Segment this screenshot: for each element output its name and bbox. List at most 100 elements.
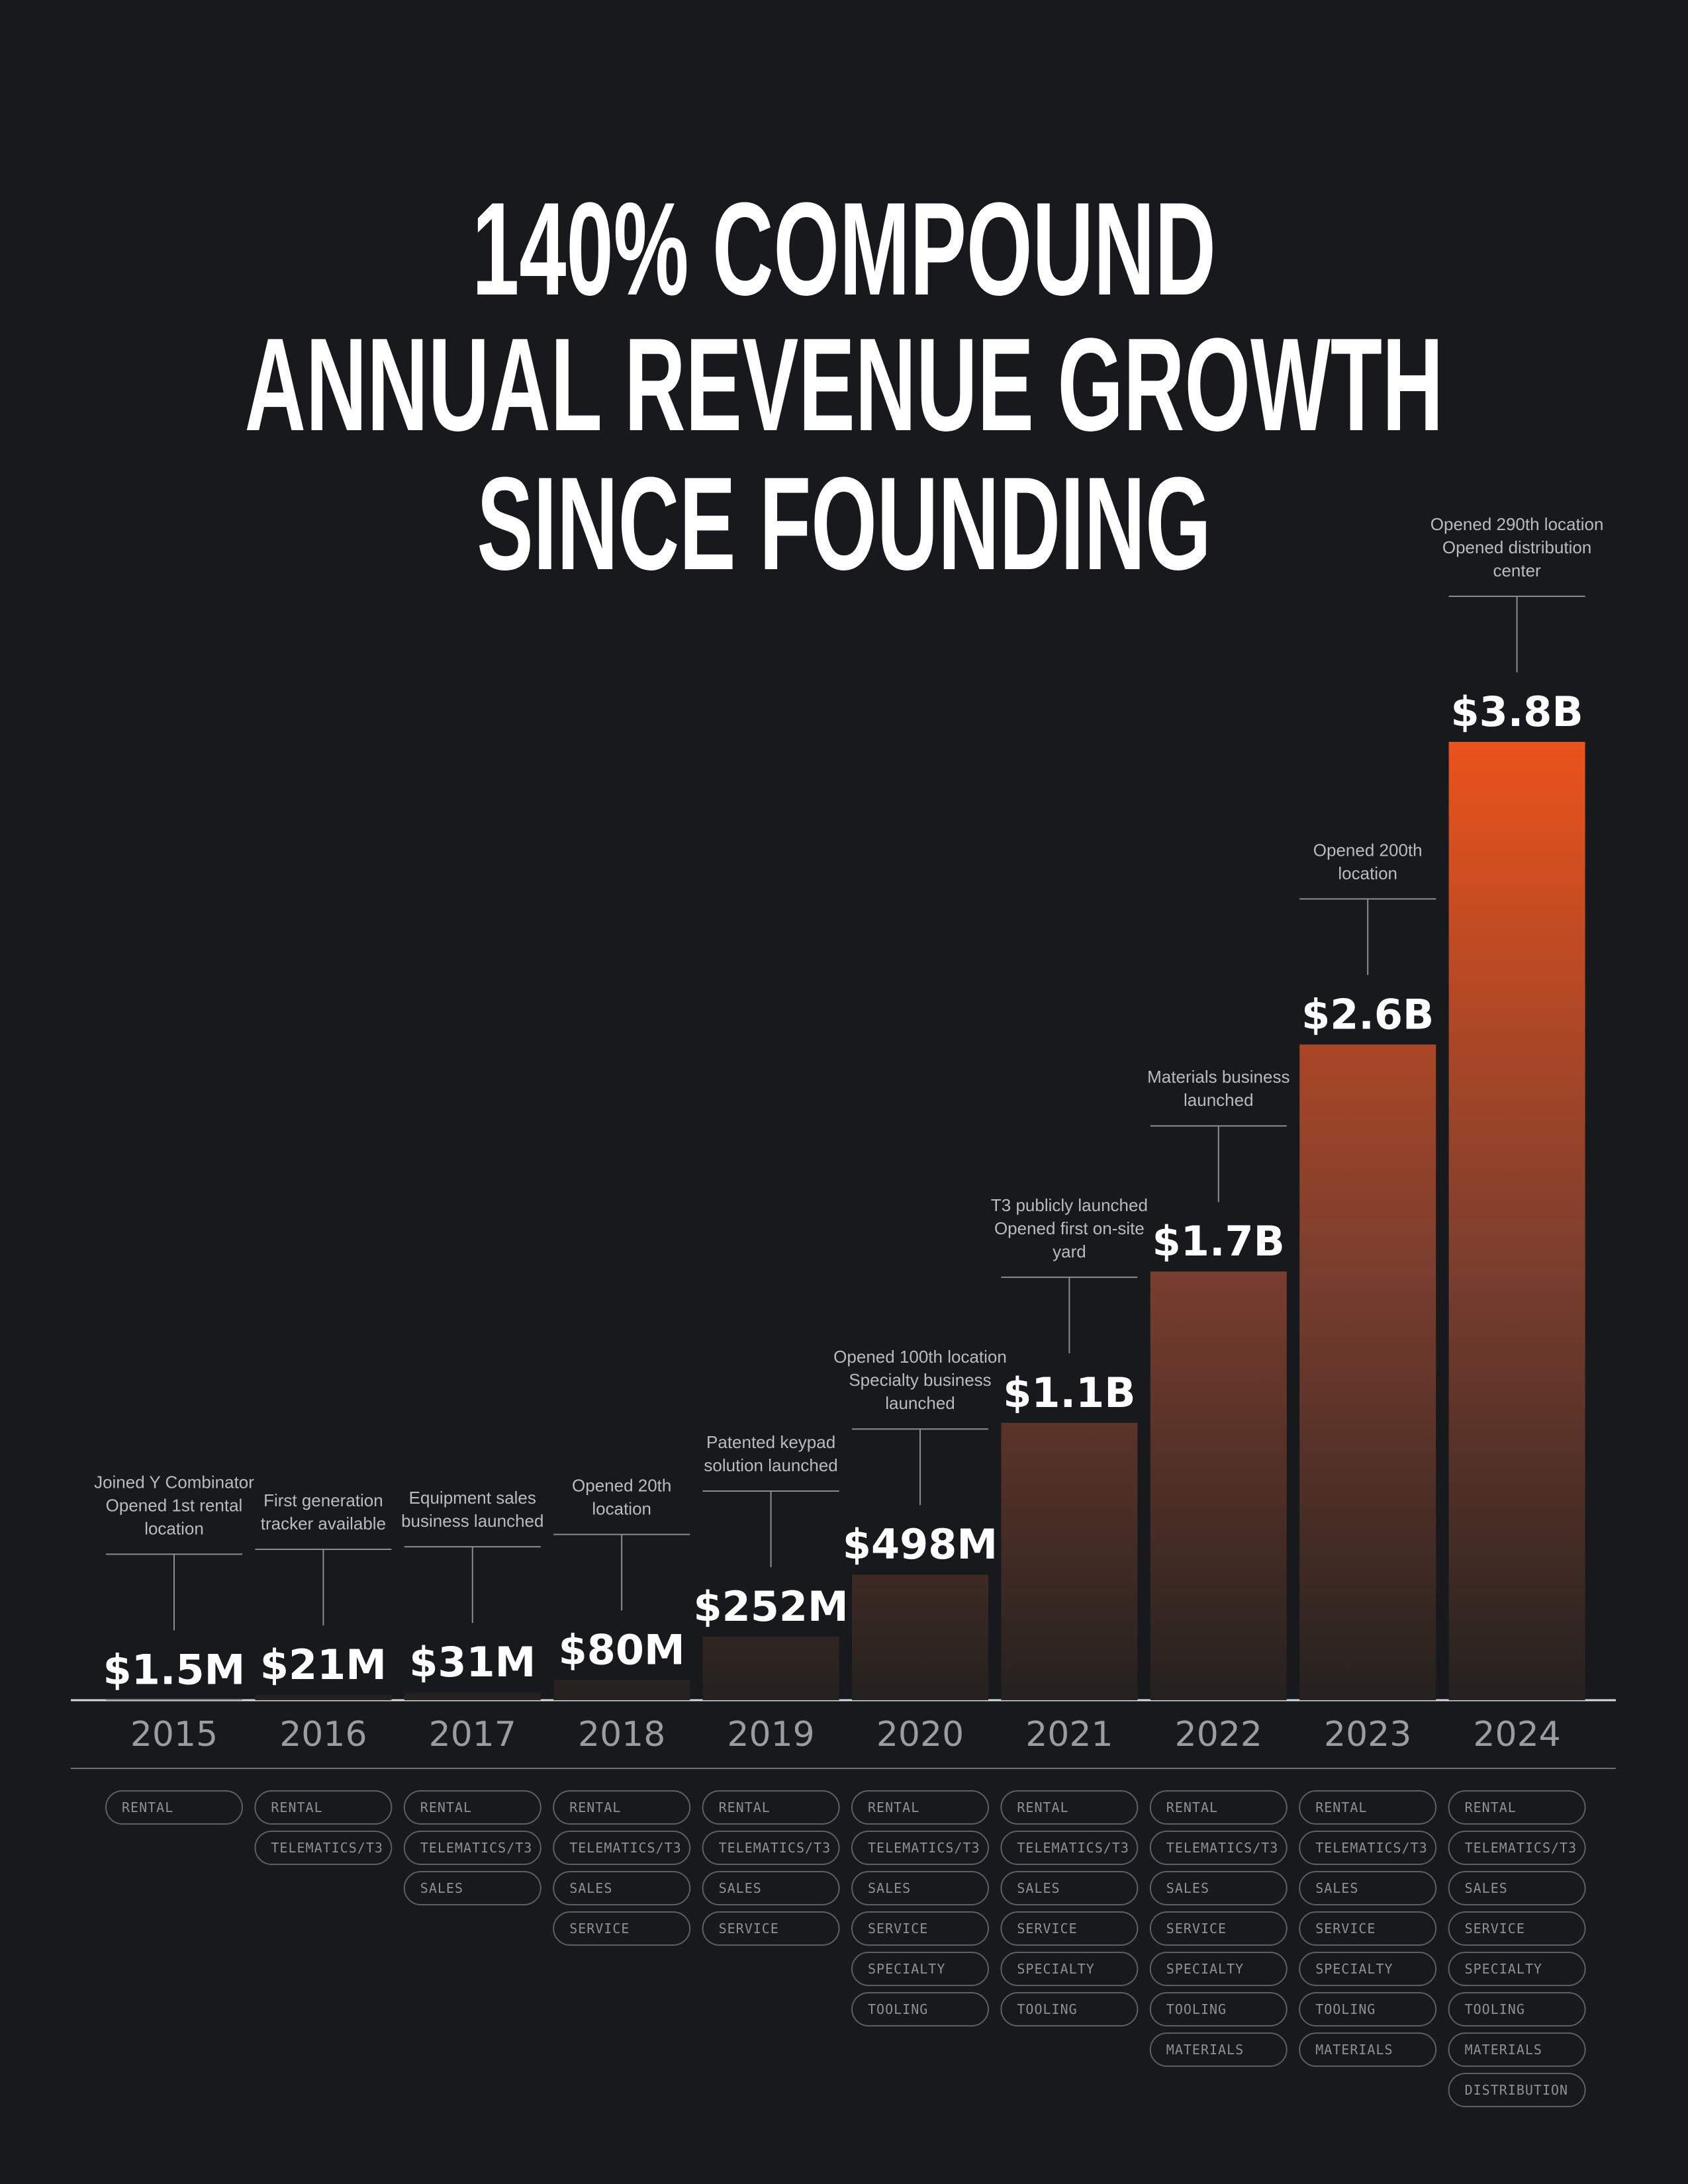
title-group: 140% COMPOUND ANNUAL REVENUE GROWTH SINC…	[245, 175, 1444, 598]
segment-pill	[1299, 1911, 1437, 1946]
bar	[1299, 1044, 1436, 1700]
segment-pill	[553, 1831, 691, 1865]
segment-pill	[851, 1871, 989, 1905]
segment-label: SALES	[1315, 1880, 1358, 1896]
segment-pill	[1149, 1952, 1288, 1986]
segment-pill	[1149, 1831, 1288, 1865]
annotation: Opened first on-site	[994, 1218, 1145, 1238]
annotation: yard	[1053, 1242, 1086, 1261]
chart-title: 140% COMPOUND	[472, 175, 1216, 323]
segment-label: TELEMATICS/T3	[719, 1840, 831, 1856]
segment-label: TELEMATICS/T3	[1465, 1840, 1577, 1856]
segment-label: SALES	[420, 1880, 463, 1896]
segment-pill	[1448, 1831, 1586, 1865]
annotation: Opened 200th	[1313, 840, 1423, 860]
segment-pill	[1448, 1911, 1586, 1946]
annotation: Materials business	[1147, 1067, 1289, 1087]
segment-label: TOOLING	[1017, 2001, 1077, 2017]
bar	[702, 1636, 839, 1700]
annotation: location	[144, 1518, 204, 1538]
segment-label: SPECIALTY	[1017, 1961, 1094, 1977]
x-tick-label: 2019	[727, 1715, 814, 1754]
segment-label: SERVICE	[1017, 1921, 1077, 1936]
segment-label: SERVICE	[719, 1921, 779, 1936]
x-tick-label: 2015	[130, 1715, 218, 1754]
segment-pill	[1448, 1790, 1586, 1825]
bar	[1448, 742, 1585, 1700]
segment-label: TELEMATICS/T3	[420, 1840, 533, 1856]
segment-pill	[851, 1790, 989, 1825]
segment-label: SALES	[569, 1880, 612, 1896]
segment-label: MATERIALS	[1166, 2042, 1244, 2058]
segment-pill	[553, 1911, 691, 1946]
segment-label: RENTAL	[569, 1799, 621, 1815]
segment-pill	[1299, 1871, 1437, 1905]
segment-pill	[702, 1831, 840, 1865]
value-label: $21M	[260, 1641, 387, 1689]
segment-label: RENTAL	[1166, 1799, 1218, 1815]
segment-pill	[1149, 1790, 1288, 1825]
segment-pill	[1149, 1992, 1288, 2026]
annotation: Equipment sales	[409, 1488, 536, 1508]
segment-pill	[702, 1911, 840, 1946]
chart-title: SINCE FOUNDING	[477, 449, 1211, 598]
x-tick-label: 2016	[279, 1715, 367, 1754]
bar	[255, 1694, 392, 1700]
annotation: launched	[1184, 1090, 1254, 1110]
segment-label: RENTAL	[719, 1799, 771, 1815]
segment-pill	[403, 1871, 541, 1905]
segment-pill	[851, 1952, 989, 1986]
chart-title: ANNUAL REVENUE GROWTH	[245, 310, 1444, 459]
value-label: $498M	[843, 1520, 998, 1569]
segment-pill	[403, 1831, 541, 1865]
segment-pill	[851, 1831, 989, 1865]
segment-pill	[851, 1992, 989, 2026]
annotation: location	[592, 1499, 651, 1519]
segment-label: SALES	[1166, 1880, 1209, 1896]
annotation: First generation	[263, 1490, 383, 1510]
x-tick-label: 2018	[578, 1715, 665, 1754]
segment-pill	[1000, 1790, 1139, 1825]
segment-label: TELEMATICS/T3	[569, 1840, 682, 1856]
segment-label: TELEMATICS/T3	[1166, 1840, 1279, 1856]
segment-label: SERVICE	[1166, 1921, 1227, 1936]
x-tick-label: 2020	[876, 1715, 964, 1754]
segment-pill	[1299, 2032, 1437, 2067]
segment-label: SERVICE	[1465, 1921, 1525, 1936]
segment-pill	[1000, 1992, 1139, 2026]
value-label: $31M	[409, 1638, 536, 1686]
segment-pill	[1448, 1992, 1586, 2026]
segment-label: RENTAL	[271, 1799, 322, 1815]
value-label: $3.8B	[1450, 688, 1583, 736]
segment-label: SPECIALTY	[1166, 1961, 1244, 1977]
segment-pill	[1149, 1911, 1288, 1946]
annotation: Specialty business	[849, 1370, 991, 1390]
segment-label: SERVICE	[868, 1921, 928, 1936]
annotation: tracker available	[261, 1514, 386, 1533]
annotation: location	[1338, 863, 1397, 883]
annotation: Patented keypad	[706, 1432, 835, 1452]
segment-pill	[1448, 1871, 1586, 1905]
segment-pill	[1000, 1952, 1139, 1986]
segment-label: RENTAL	[1017, 1799, 1068, 1815]
segment-pill	[254, 1790, 393, 1825]
x-tick-label: 2024	[1473, 1715, 1560, 1754]
segment-pill	[1448, 2073, 1586, 2107]
segment-pill	[1299, 1952, 1437, 1986]
segment-label: SALES	[719, 1880, 762, 1896]
x-tick-label: 2021	[1025, 1715, 1113, 1754]
annotation: business launched	[401, 1511, 543, 1531]
annotation: center	[1493, 561, 1541, 580]
bar	[404, 1692, 541, 1700]
x-tick-label: 2023	[1324, 1715, 1411, 1754]
segment-label: SALES	[1017, 1880, 1060, 1896]
segment-pill	[1299, 1992, 1437, 2026]
segment-label: TELEMATICS/T3	[1017, 1840, 1129, 1856]
segment-pill	[1149, 2032, 1288, 2067]
bar	[1150, 1271, 1287, 1700]
value-label: $1.1B	[1003, 1369, 1135, 1417]
segment-label: MATERIALS	[1465, 2042, 1542, 2058]
annotation: Opened 100th location	[833, 1347, 1007, 1367]
